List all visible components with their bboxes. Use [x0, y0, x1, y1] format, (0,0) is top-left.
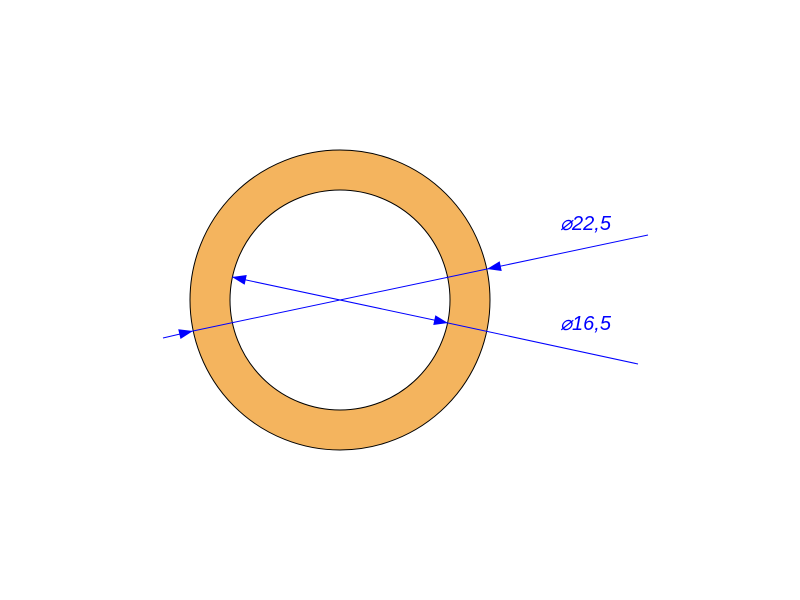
outer-diameter-value: 22,5	[571, 213, 612, 235]
inner-diameter-dimension: ⌀16,5	[232, 275, 638, 364]
inner-dim-arrow-right	[433, 315, 448, 325]
outer-dim-leader	[487, 235, 648, 269]
outer-diameter-label: ⌀22,5	[560, 213, 612, 235]
inner-diameter-value: 16,5	[572, 313, 612, 335]
inner-dim-arrow-left	[232, 275, 247, 285]
outer-dim-arrow-right	[487, 261, 502, 271]
technical-drawing: ⌀22,5 ⌀16,5	[0, 0, 800, 600]
inner-diameter-label: ⌀16,5	[560, 313, 612, 335]
outer-dim-arrow-left	[178, 329, 193, 339]
